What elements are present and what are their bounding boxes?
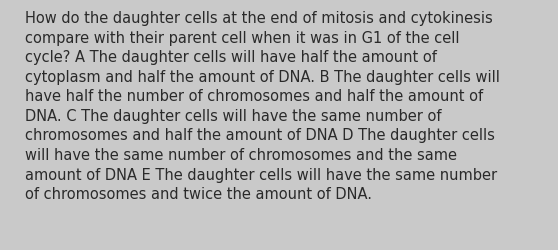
- Text: How do the daughter cells at the end of mitosis and cytokinesis
compare with the: How do the daughter cells at the end of …: [25, 11, 499, 201]
